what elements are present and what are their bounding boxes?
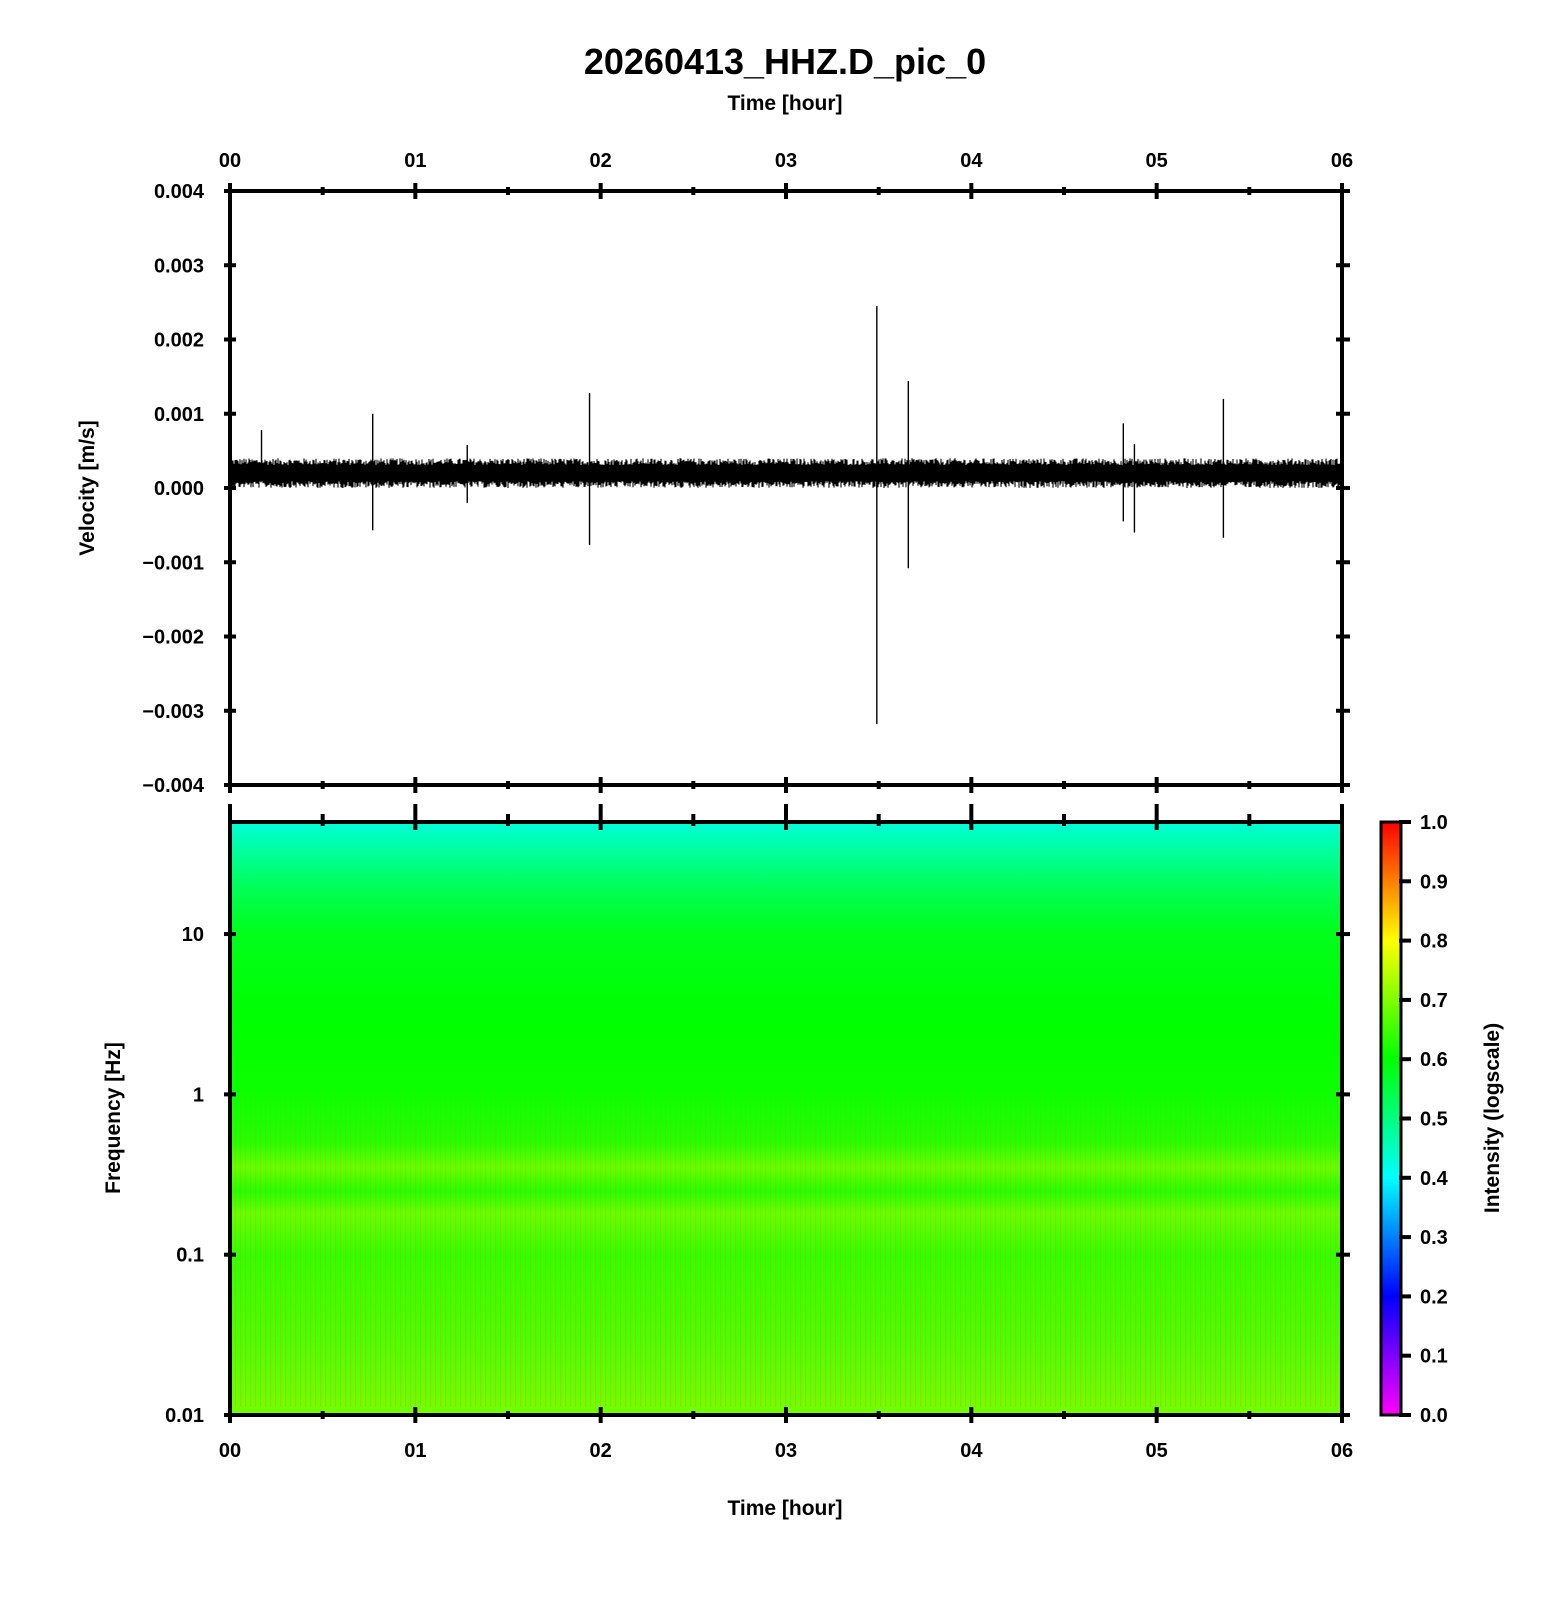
bottom-x-tick-label: 01 <box>404 1440 426 1462</box>
spectrogram-y-tick-label: 10 <box>182 924 204 946</box>
waveform-y-tick-label: −0.004 <box>142 775 205 797</box>
spectrogram-y-tick-label: 1 <box>193 1084 204 1106</box>
colorbar-tick-label: 0.8 <box>1420 931 1448 953</box>
bottom-x-tick-label: 02 <box>590 1440 612 1462</box>
waveform-y-tick-label: 0.001 <box>154 404 204 426</box>
spectrogram-y-axis-label: Frequency [Hz] <box>102 1042 125 1194</box>
waveform-trace <box>230 458 1341 488</box>
waveform-panel: 00 01 02 03 04 05 06 0.004 0.003 0.002 0.001 0.000 −… <box>76 150 1353 797</box>
bottom-x-axis-label: Time [hour] <box>727 1497 842 1520</box>
bottom-x-tick-label: 05 <box>1146 1440 1168 1462</box>
waveform-y-tick-label: 0.004 <box>154 181 205 203</box>
waveform-y-tick-label: 0.003 <box>154 255 204 277</box>
colorbar-tick-label: 0.6 <box>1420 1049 1448 1071</box>
colorbar-tick-label: 0.7 <box>1420 990 1448 1012</box>
colorbar-tick-label: 0.9 <box>1420 871 1448 893</box>
top-x-axis-label: Time [hour] <box>727 92 842 115</box>
top-x-tick-label: 05 <box>1146 150 1168 172</box>
waveform-y-axis-label: Velocity [m/s] <box>76 420 99 555</box>
spectrogram-y-tick-label: 0.1 <box>176 1245 204 1267</box>
colorbar-tick-label: 0.4 <box>1420 1168 1449 1190</box>
bottom-x-tick-label: 06 <box>1331 1440 1353 1462</box>
waveform-y-tick-label: −0.002 <box>142 627 204 649</box>
waveform-y-tick-label: 0.002 <box>154 330 204 352</box>
colorbar-tick-label: 0.2 <box>1420 1286 1448 1308</box>
top-x-tick-label: 04 <box>960 150 983 172</box>
top-x-tick-label: 00 <box>219 150 241 172</box>
waveform-y-tick-label: −0.001 <box>142 552 204 574</box>
waveform-ticks: 00 01 02 03 04 05 06 0.004 0.003 0.002 0.001 0.000 −… <box>142 150 1353 797</box>
waveform-noise-line <box>230 458 1341 488</box>
spectrogram-y-tick-label: 0.01 <box>165 1405 204 1427</box>
bottom-x-tick-label: 04 <box>960 1440 983 1462</box>
colorbar-label: Intensity (logscale) <box>1481 1023 1504 1213</box>
colorbar-gradient <box>1379 820 1403 1417</box>
colorbar-tick-label: 0.3 <box>1420 1227 1448 1249</box>
spectrogram-ticks: 00 01 02 03 04 05 06 10 1 0.1 0.01 <box>165 804 1353 1462</box>
spectrogram-texture <box>230 822 1342 1415</box>
top-x-tick-label: 06 <box>1331 150 1353 172</box>
top-x-tick-label: 03 <box>775 150 797 172</box>
waveform-y-tick-label: −0.003 <box>142 701 204 723</box>
top-x-tick-label: 02 <box>590 150 612 172</box>
waveform-plot-frame <box>228 189 1344 787</box>
colorbar-tick-label: 0.1 <box>1420 1346 1448 1368</box>
colorbar-tick-label: 1.0 <box>1420 812 1448 834</box>
waveform-y-tick-label: 0.000 <box>154 478 204 500</box>
bottom-x-tick-label: 00 <box>219 1440 241 1462</box>
bottom-x-tick-label: 03 <box>775 1440 797 1462</box>
colorbar-tick-label: 0.0 <box>1420 1405 1448 1427</box>
chart-title: 20260413_HHZ.D_pic_0 <box>584 41 986 82</box>
colorbar-ticks: 1.0 0.9 0.8 0.7 0.6 0.5 0.4 0.3 0.2 0.1 0.0 <box>1399 812 1449 1427</box>
waveform-spikes <box>260 306 1225 725</box>
top-x-tick-label: 01 <box>404 150 426 172</box>
colorbar-tick-label: 0.5 <box>1420 1109 1448 1131</box>
colorbar: 1.0 0.9 0.8 0.7 0.6 0.5 0.4 0.3 0.2 0.1 0.0 Intens… <box>1379 812 1504 1427</box>
